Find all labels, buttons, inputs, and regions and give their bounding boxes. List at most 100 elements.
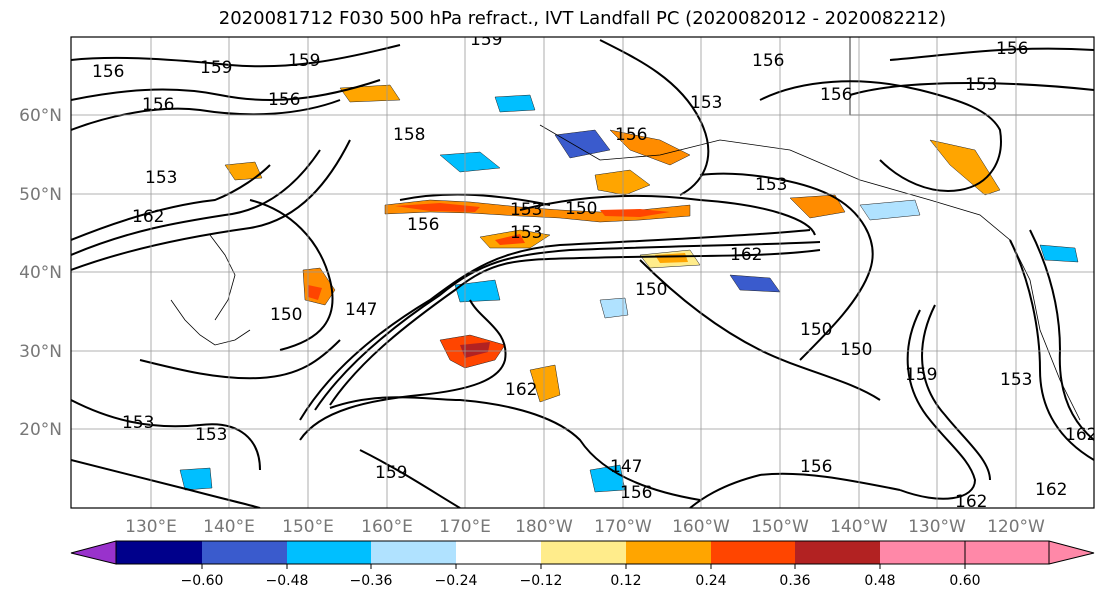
contour-line bbox=[399, 193, 551, 206]
colorbar-tick-label: −0.60 bbox=[181, 573, 224, 589]
colorbar-tick-labels: −0.60 −0.48 −0.36 −0.24 −0.12 0.12 0.24 … bbox=[181, 573, 981, 589]
anomaly-shading bbox=[179, 84, 1079, 493]
contour-label: 150 bbox=[270, 305, 302, 325]
contour-line bbox=[1029, 229, 1094, 441]
contour-line bbox=[699, 172, 874, 361]
contour-label: 150 bbox=[565, 199, 597, 219]
map-background bbox=[71, 37, 1094, 508]
lon-label: 150°W bbox=[751, 517, 809, 537]
contour-line bbox=[1009, 239, 1094, 461]
contour-line bbox=[71, 99, 341, 131]
contour-line bbox=[599, 39, 710, 196]
shading-patch bbox=[594, 169, 651, 196]
shading-patch bbox=[339, 84, 401, 103]
contour-label: 150 bbox=[840, 340, 872, 360]
map-plot-area: 159 156 159 159 156 156 153 158 153 156 … bbox=[70, 30, 1097, 509]
colorbar-tick-label: 0.24 bbox=[695, 573, 726, 589]
contour-label: 147 bbox=[610, 457, 642, 477]
contour-line bbox=[329, 396, 701, 501]
lon-label: 130°E bbox=[125, 517, 177, 537]
lon-label: 140°W bbox=[830, 517, 888, 537]
contour-line bbox=[71, 79, 381, 101]
lon-label: 150°E bbox=[282, 517, 334, 537]
lat-label: 60°N bbox=[19, 106, 62, 126]
contour-label: 150 bbox=[635, 280, 667, 300]
contour-label: 159 bbox=[905, 365, 937, 385]
shading-patch bbox=[224, 161, 263, 181]
colorbar-segment bbox=[456, 541, 541, 564]
contour-label: 156 bbox=[615, 125, 647, 145]
colorbar-segment bbox=[711, 541, 795, 564]
contour-label: 156 bbox=[142, 95, 174, 115]
colorbar-segment bbox=[116, 541, 202, 564]
contour-line bbox=[519, 194, 816, 236]
contour-line bbox=[71, 399, 261, 471]
contour-label: 156 bbox=[800, 457, 832, 477]
lon-label: 130°W bbox=[908, 517, 966, 537]
shading-patch bbox=[494, 94, 536, 113]
lat-label: 20°N bbox=[19, 420, 62, 440]
contour-line bbox=[71, 149, 321, 256]
contour-label: 156 bbox=[620, 483, 652, 503]
contour-line bbox=[299, 299, 507, 441]
contour-label: 147 bbox=[345, 300, 377, 320]
colorbar-segment bbox=[541, 541, 626, 564]
shading-patch bbox=[454, 279, 501, 303]
contour-label: 153 bbox=[195, 425, 227, 445]
contour-line bbox=[639, 259, 881, 401]
contour-line bbox=[71, 164, 271, 241]
contour-label: 159 bbox=[375, 463, 407, 483]
shading-patch bbox=[599, 297, 629, 319]
contour-label: 156 bbox=[820, 85, 852, 105]
lon-label: 160°W bbox=[672, 517, 730, 537]
shading-patch bbox=[179, 467, 213, 491]
lat-label: 50°N bbox=[19, 185, 62, 205]
shading-patch bbox=[529, 364, 561, 403]
contour-label: 162 bbox=[505, 380, 537, 400]
shading-patch bbox=[395, 203, 480, 212]
graticule bbox=[71, 37, 1094, 508]
contour-label: 156 bbox=[407, 215, 439, 235]
shading-patch bbox=[308, 285, 322, 300]
shading-patch bbox=[495, 234, 525, 245]
lon-label: 170°W bbox=[594, 517, 652, 537]
contour-label: 159 bbox=[470, 30, 502, 50]
map-frame bbox=[70, 36, 1095, 509]
lon-label: 180°W bbox=[515, 517, 573, 537]
shading-patch bbox=[1039, 244, 1079, 263]
contour-line bbox=[71, 44, 401, 68]
contour-line bbox=[314, 241, 821, 411]
colorbar-tick-label: −0.48 bbox=[266, 573, 309, 589]
colorbar-segment bbox=[795, 541, 880, 564]
shading-patch bbox=[609, 129, 691, 166]
lat-axis: 60°N 50°N 40°N 30°N 20°N bbox=[19, 106, 62, 440]
colorbar-ticks bbox=[201, 564, 966, 569]
shading-patch bbox=[789, 194, 846, 219]
colorbar-tick-label: −0.36 bbox=[350, 573, 393, 589]
contour-label: 153 bbox=[1000, 370, 1032, 390]
colorbar-tick-label: 0.48 bbox=[864, 573, 895, 589]
colorbar: −0.60 −0.48 −0.36 −0.24 −0.12 0.12 0.24 … bbox=[70, 540, 1095, 589]
contour-line bbox=[71, 459, 261, 508]
colorbar-segments bbox=[116, 541, 965, 564]
lon-label: 170°E bbox=[439, 517, 491, 537]
contour-line bbox=[249, 199, 334, 351]
contour-line bbox=[689, 472, 901, 508]
contour-label: 156 bbox=[92, 62, 124, 82]
colorbar-frame bbox=[115, 540, 1050, 565]
shading-patch bbox=[460, 342, 490, 358]
contour-label: 153 bbox=[690, 93, 722, 113]
lon-label: 160°E bbox=[361, 517, 413, 537]
coastline bbox=[539, 124, 1081, 421]
lat-label: 30°N bbox=[19, 342, 62, 362]
contour-label: 156 bbox=[268, 90, 300, 110]
coastline bbox=[170, 299, 251, 346]
colorbar-tick-label: 0.12 bbox=[610, 573, 641, 589]
coastline bbox=[209, 234, 236, 321]
contour-label: 156 bbox=[996, 39, 1028, 59]
contour-label: 158 bbox=[393, 125, 425, 145]
contour-label: 162 bbox=[1065, 425, 1097, 445]
shading-patch bbox=[439, 151, 501, 173]
contour-labels: 159 156 159 159 156 156 153 158 153 156 … bbox=[92, 30, 1097, 508]
shading-patch bbox=[600, 209, 670, 217]
